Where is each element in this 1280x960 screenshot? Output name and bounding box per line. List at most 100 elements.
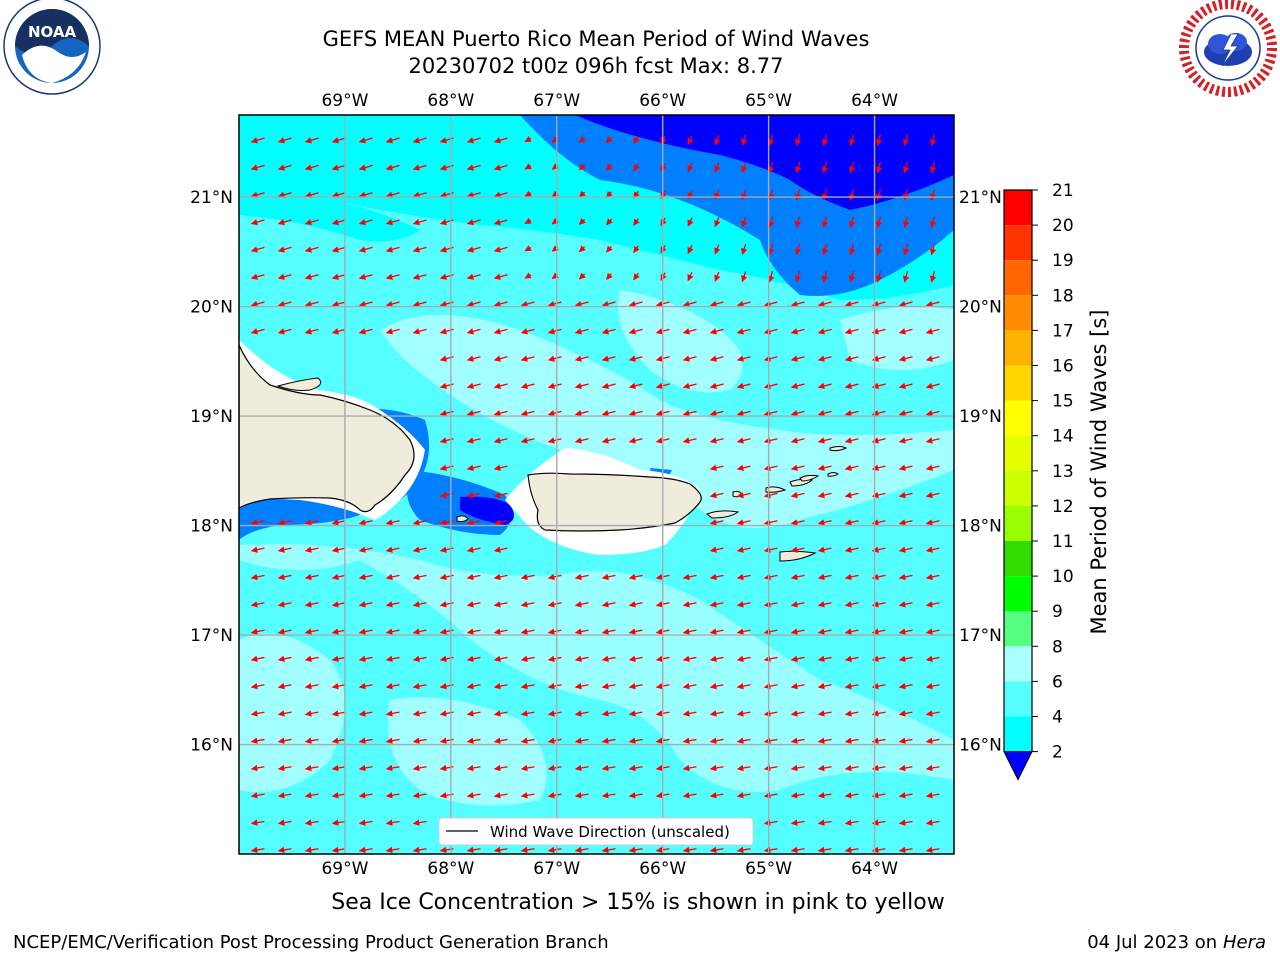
wind-wave-arrow [547,792,562,799]
wind-wave-arrow [466,219,481,226]
wind-wave-arrow [466,601,481,608]
wind-wave-arrow [385,710,400,717]
wind-wave-arrow [304,846,319,854]
wind-wave-arrow [821,134,829,147]
wind-wave-arrow [250,846,265,854]
wind-wave-arrow [331,764,346,772]
map-field [239,115,954,854]
wind-wave-arrow [466,382,481,390]
wind-wave-arrow [358,737,373,744]
wind-wave-arrow [331,546,346,553]
wind-wave-arrow [925,682,940,690]
wind-wave-arrow [493,737,508,744]
wind-wave-arrow [385,628,400,635]
wind-wave-arrow [736,846,751,854]
wind-wave-arrow [767,134,775,147]
wind-wave-arrow [628,792,643,799]
colorbar-segment [1004,365,1032,401]
wind-wave-arrow [925,819,940,826]
wind-wave-arrow [628,846,643,854]
wind-wave-arrow [898,519,913,526]
wind-wave-arrow [358,846,373,854]
colorbar-tick-label: 14 [1052,427,1074,447]
wind-wave-arrow [466,410,481,417]
wind-wave-arrow [790,573,805,581]
wind-wave-arrow [687,217,694,227]
wind-wave-arrow [520,737,535,744]
wind-wave-arrow [574,792,589,799]
colorbar-tick-label: 2 [1052,743,1063,763]
lat-labels-left: 21°N 20°N 19°N 18°N 17°N 16°N [190,188,233,755]
wind-wave-arrow [628,764,643,772]
wind-wave-arrow [412,682,427,690]
wind-wave-arrow [466,573,481,581]
wind-wave-arrow [844,792,859,799]
wind-wave-arrow [250,710,265,717]
wind-wave-arrow [902,216,910,229]
footer-host: Hera [1222,932,1266,953]
wind-wave-arrow [412,573,427,581]
wind-wave-arrow [547,573,562,581]
wind-wave-arrow [898,601,913,608]
wind-wave-arrow [709,764,724,772]
wind-wave-arrow [547,300,562,308]
wind-wave-arrow [601,655,616,663]
colorbar-segment [1004,541,1032,577]
wind-wave-arrow [358,628,373,635]
wind-wave-arrow [601,682,616,690]
wind-wave-arrow [277,737,292,744]
wind-wave-arrow [633,218,640,226]
wind-wave-arrow [493,601,508,608]
wind-wave-arrow [493,164,508,171]
lat-label-right: 21°N [959,188,1002,208]
wind-wave-arrow [277,300,292,308]
wind-wave-arrow [524,217,532,225]
wind-wave-arrow [898,300,913,308]
wind-wave-arrow [358,764,373,772]
wind-wave-arrow [875,188,883,201]
wind-wave-arrow [466,628,481,635]
wind-wave-arrow [682,437,697,444]
wind-wave-arrow [412,846,427,854]
wind-wave-arrow [902,188,910,201]
wind-wave-arrow [763,846,778,854]
wind-wave-arrow [520,410,535,417]
wind-wave-arrow [817,464,832,471]
wind-wave-arrow [902,134,910,147]
wind-wave-arrow [736,355,751,362]
wind-wave-arrow [736,464,751,471]
wind-wave-arrow [466,655,481,663]
wind-wave-arrow [767,243,775,256]
wind-wave-arrow [709,355,724,362]
wind-wave-arrow [821,270,829,283]
colorbar-segment [1004,681,1032,717]
wind-wave-arrow [898,491,913,499]
wind-wave-arrow [277,328,292,335]
colorbar-tick-label: 4 [1052,708,1063,728]
wind-wave-arrow [817,819,832,826]
lon-label-bottom: 67°W [533,859,580,879]
wind-wave-arrow [331,246,346,253]
wind-wave-arrow [902,270,910,283]
wind-wave-arrow [844,491,859,499]
wind-wave-arrow [547,846,562,854]
wind-wave-arrow [601,300,616,308]
wind-wave-arrow [331,628,346,635]
wind-wave-arrow [466,846,481,854]
wind-wave-arrow [547,355,562,362]
wind-wave-arrow [493,328,508,335]
wind-wave-arrow [898,682,913,690]
wind-wave-arrow [794,270,802,283]
wind-wave-arrow [687,135,694,145]
wind-wave-arrow [385,737,400,744]
wind-wave-arrow [358,682,373,690]
lat-label-left: 17°N [190,626,233,646]
wind-wave-arrow [898,382,913,390]
wind-wave-arrow [682,737,697,744]
wind-wave-arrow [358,792,373,799]
wind-wave-arrow [794,216,802,229]
footer-date: 04 Jul 2023 on [1087,932,1223,953]
wind-wave-arrow [736,764,751,772]
wind-wave-arrow [929,243,937,256]
colorbar-segment [1004,576,1032,612]
